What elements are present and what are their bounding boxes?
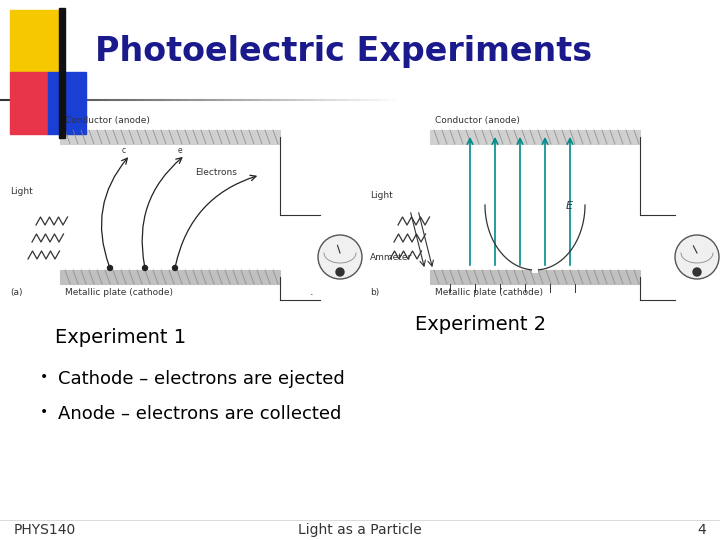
Text: 4: 4 — [697, 523, 706, 537]
Bar — [430, 130, 640, 144]
Text: Anode – electrons are collected: Anode – electrons are collected — [58, 405, 341, 423]
Circle shape — [336, 268, 344, 276]
Circle shape — [675, 235, 719, 279]
Text: Cathode – electrons are ejected: Cathode – electrons are ejected — [58, 370, 345, 388]
Text: •: • — [40, 370, 48, 384]
Text: Light as a Particle: Light as a Particle — [298, 523, 422, 537]
Text: Light: Light — [10, 187, 32, 197]
Text: Conductor (anode): Conductor (anode) — [65, 116, 150, 125]
Bar — [430, 270, 640, 284]
Text: PHYS140: PHYS140 — [14, 523, 76, 537]
Bar — [532, 267, 537, 272]
Text: •: • — [40, 405, 48, 419]
Bar — [10, 10, 62, 72]
Text: (a): (a) — [10, 288, 22, 297]
Text: Conductor (anode): Conductor (anode) — [435, 116, 520, 125]
Circle shape — [173, 266, 178, 271]
Bar — [60, 270, 280, 284]
Bar — [10, 72, 48, 134]
Bar — [48, 72, 86, 134]
Text: Electrons: Electrons — [195, 168, 237, 177]
Text: $E$: $E$ — [565, 199, 574, 211]
Text: Experiment 2: Experiment 2 — [415, 315, 546, 334]
Bar — [59, 8, 65, 138]
Text: Metallic plate (cathode): Metallic plate (cathode) — [65, 288, 173, 297]
Text: Light: Light — [370, 191, 392, 199]
Bar — [60, 130, 280, 144]
Circle shape — [318, 235, 362, 279]
Text: b): b) — [370, 288, 379, 297]
Circle shape — [143, 266, 148, 271]
Text: Metallic plate (cathode): Metallic plate (cathode) — [435, 288, 543, 297]
Text: .: . — [310, 287, 314, 297]
Text: Experiment 1: Experiment 1 — [55, 328, 186, 347]
Circle shape — [693, 268, 701, 276]
Text: e: e — [178, 146, 183, 155]
Text: c: c — [122, 146, 126, 155]
Text: Ammeter: Ammeter — [370, 253, 413, 261]
Text: Photoelectric Experiments: Photoelectric Experiments — [95, 36, 592, 69]
Circle shape — [107, 266, 112, 271]
